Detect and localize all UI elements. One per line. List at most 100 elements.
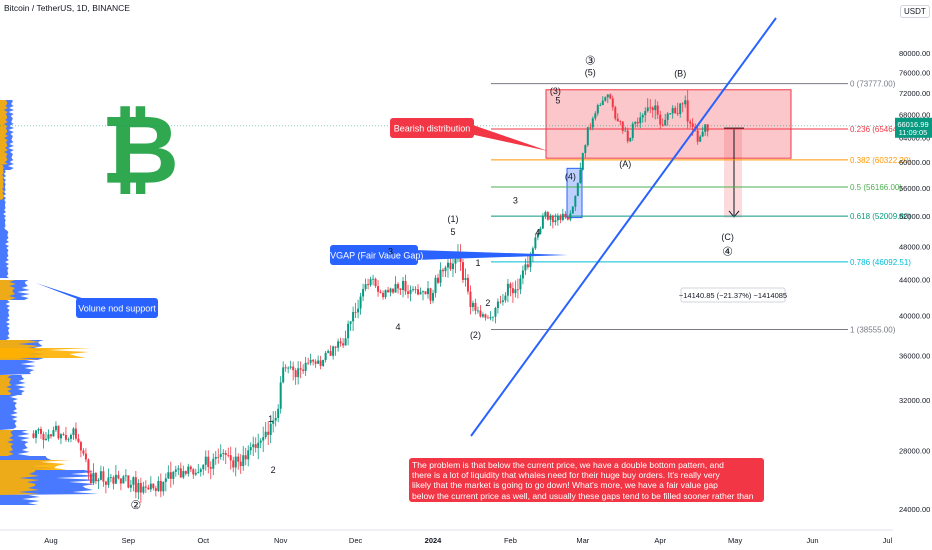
- candle-body: [429, 288, 432, 301]
- candle-body: [79, 442, 82, 451]
- time-tick-label: May: [728, 536, 742, 545]
- wave-label: 1: [268, 414, 273, 424]
- candle-body: [212, 458, 215, 469]
- candle-body: [526, 264, 529, 268]
- profile-orange-band: [0, 430, 14, 456]
- candle-body: [229, 455, 232, 461]
- candle-body: [474, 302, 477, 311]
- candle-body: [207, 456, 210, 468]
- candle-body: [414, 289, 417, 290]
- candle-body: [142, 486, 145, 493]
- time-tick-label: Jul: [883, 536, 893, 545]
- candle-body: [374, 278, 377, 287]
- candle-body: [402, 280, 405, 291]
- candle-body: [649, 107, 652, 109]
- candle-body: [689, 121, 692, 124]
- candle-body: [666, 113, 669, 120]
- candle-body: [59, 434, 62, 439]
- candle-body: [671, 107, 674, 114]
- trendline: [470, 17, 777, 437]
- candle-body: [491, 316, 494, 318]
- candle-body: [114, 474, 117, 484]
- candle-body: [144, 486, 147, 488]
- candle-body: [606, 94, 609, 98]
- currency-button[interactable]: USDT: [900, 5, 930, 18]
- candle-body: [254, 444, 257, 448]
- candle-body: [514, 289, 517, 294]
- candle-body: [242, 455, 245, 467]
- candle-body: [604, 97, 607, 101]
- candle-body: [49, 434, 52, 437]
- candle-body: [704, 124, 707, 132]
- candle-body: [257, 442, 260, 448]
- candle-body: [334, 346, 337, 348]
- candle-body: [696, 130, 699, 142]
- wave-label: (B): [674, 68, 686, 78]
- candle-body: [244, 455, 247, 460]
- candle-body: [97, 479, 100, 482]
- bearish-distribution-box: [545, 89, 792, 159]
- candle-body: [62, 434, 65, 435]
- candle-body: [519, 278, 522, 290]
- wave-label: 5: [555, 96, 560, 106]
- candle-body: [47, 434, 50, 439]
- candle-body: [422, 291, 425, 293]
- candle-body: [74, 428, 77, 439]
- candle-body: [149, 483, 152, 490]
- candle-body: [669, 113, 672, 115]
- volume-label: [76, 298, 158, 318]
- time-tick-label: Sep: [122, 536, 135, 545]
- candle-body: [554, 220, 557, 223]
- candle-body: [37, 428, 40, 431]
- candle-body: [84, 453, 87, 460]
- candle-body: [534, 237, 537, 249]
- candle-body: [109, 477, 112, 479]
- candle-body: [494, 307, 497, 317]
- profile-blue-band: [0, 360, 36, 375]
- bearish-label-pointer: [470, 124, 548, 151]
- candle-body: [594, 113, 597, 119]
- wave-label: 2: [271, 465, 276, 475]
- candle-body: [659, 114, 662, 125]
- candle-body: [461, 262, 464, 280]
- candle-body: [451, 263, 454, 270]
- candle-body: [392, 288, 395, 293]
- candle-body: [239, 461, 242, 467]
- wave-label: 5: [450, 227, 455, 237]
- candle-body: [102, 471, 105, 482]
- candle-body: [531, 248, 534, 256]
- wave-label: (5): [585, 67, 596, 77]
- candle-body: [372, 278, 375, 280]
- countdown-label: 11:09:05: [899, 128, 928, 137]
- candle-body: [404, 280, 407, 292]
- candle-body: [496, 301, 499, 308]
- candle-body: [337, 341, 340, 348]
- candle-body: [307, 362, 310, 364]
- candle-body: [179, 468, 182, 478]
- candle-body: [202, 464, 205, 470]
- candle-body: [152, 483, 155, 489]
- candle-body: [314, 361, 317, 364]
- bitcoin-logo-icon: ₿: [101, 94, 179, 206]
- candle-body: [624, 130, 627, 132]
- analysis-note: The problem is that below the current pr…: [409, 458, 764, 511]
- candle-body: [89, 473, 92, 484]
- time-tick-label: Jun: [806, 536, 818, 545]
- candle-body: [72, 428, 75, 435]
- candle-body: [272, 420, 275, 424]
- candle-body: [247, 450, 250, 460]
- candle-body: [349, 321, 352, 324]
- profile-orange-band: [0, 348, 92, 358]
- wave-label: (3): [550, 86, 561, 96]
- candle-body: [129, 484, 132, 488]
- fib-level-label: 0 (73777.00): [850, 80, 896, 89]
- profile-blue-band: [0, 230, 9, 278]
- candle-body: [564, 213, 567, 218]
- candle-body: [639, 117, 642, 124]
- note-line: likely that the market is going to go do…: [412, 480, 718, 491]
- candle-body: [137, 483, 140, 493]
- measure-label: −14140.85 (−21.37%) −1414085: [679, 291, 787, 300]
- candle-body: [169, 472, 172, 479]
- candle-body: [691, 123, 694, 127]
